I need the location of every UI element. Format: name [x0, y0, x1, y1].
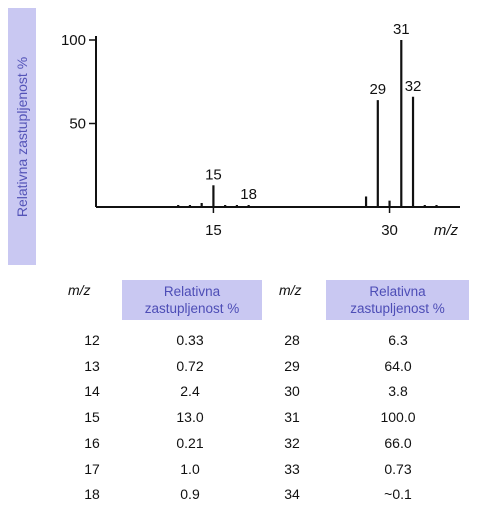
table-cell-abundance-right-31: 100.0 — [380, 409, 416, 426]
table-cell-abundance-right-29: 64.0 — [384, 357, 412, 374]
table-cell-abundance-right-34: ~0.1 — [384, 486, 412, 503]
table-cell-mz-right-34: 34 — [284, 486, 300, 503]
table-cell-mz-right-28: 28 — [284, 332, 300, 348]
table-cell-abundance-right-32: 66.0 — [384, 434, 412, 451]
table-cell-abundance-right-28: 6.3 — [388, 332, 408, 348]
table-cell-mz-left-14: 14 — [84, 383, 100, 400]
x-tick-label-15: 15 — [205, 222, 222, 239]
table-cell-mz-left-18: 18 — [84, 486, 100, 503]
table-cell-mz-left-12: 12 — [84, 332, 100, 348]
x-axis-label: m/z — [434, 222, 459, 239]
table-cell-mz-left-13: 13 — [84, 357, 100, 374]
table-cell-abundance-left-14: 2.4 — [180, 383, 200, 400]
table-cell-abundance-left-18: 0.9 — [180, 486, 200, 503]
table-cell-mz-left-15: 15 — [84, 409, 100, 426]
table-header-abundance-right-text: Relativna zastupljenost % — [350, 284, 445, 316]
table-header-abundance-left: Relativna zastupljenost % — [122, 280, 262, 320]
table-cell-abundance-right-30: 3.8 — [388, 383, 408, 400]
table-cell-mz-left-17: 17 — [84, 460, 100, 477]
table-cell-abundance-right-33: 0.73 — [384, 460, 412, 477]
table-cell-abundance-left-17: 1.0 — [180, 460, 200, 477]
y-axis-label-box: Relativna zastupljenost % — [8, 8, 36, 265]
bar-label-29: 29 — [369, 81, 386, 98]
table-header-mz-left: m/z — [68, 282, 91, 298]
table-cell-abundance-left-15: 13.0 — [176, 409, 204, 426]
x-tick-label-30: 30 — [381, 222, 398, 239]
bar-label-18: 18 — [240, 186, 257, 203]
mass-spectrum-chart: 50 100 15 30 m/z 15 18 29 31 32 — [61, 21, 460, 239]
table-cell-abundance-left-12: 0.33 — [176, 332, 204, 348]
table-header-abundance-left-text: Relativna zastupljenost % — [144, 284, 240, 316]
bar-label-31: 31 — [393, 21, 410, 38]
y-tick-label-50: 50 — [69, 116, 86, 133]
table-cell-mz-right-30: 30 — [284, 383, 300, 400]
table-cell-mz-right-32: 32 — [284, 434, 300, 451]
table-header-mz-right: m/z — [279, 282, 302, 298]
table-cell-abundance-left-13: 0.72 — [176, 357, 204, 374]
table-header-abundance-right: Relativna zastupljenost % — [326, 280, 469, 320]
table-cell-mz-right-31: 31 — [284, 409, 300, 426]
table-cell-mz-right-29: 29 — [284, 357, 300, 374]
table-cell-abundance-left-16: 0.21 — [176, 434, 204, 451]
y-tick-label-100: 100 — [61, 32, 86, 49]
table-cell-mz-left-16: 16 — [84, 434, 100, 451]
table-cell-mz-right-33: 33 — [284, 460, 300, 477]
bar-label-32: 32 — [405, 78, 422, 95]
bar-label-15: 15 — [205, 166, 222, 183]
